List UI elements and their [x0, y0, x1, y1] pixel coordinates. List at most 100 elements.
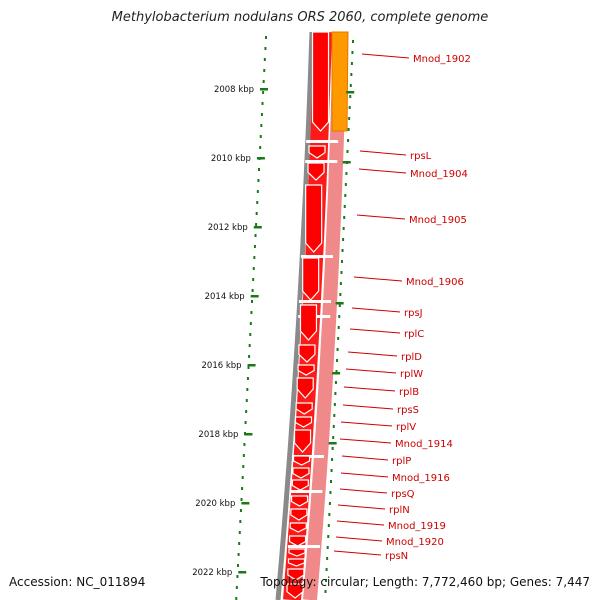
scale-dot [339, 293, 342, 296]
scale-dot [263, 58, 266, 61]
gene-arrow [296, 377, 314, 399]
scale-dot [235, 586, 238, 589]
scale-label: 2022 kbp [192, 568, 232, 578]
scale-dot [348, 117, 351, 120]
scale-dot [343, 205, 346, 208]
gene-leader-line [359, 150, 407, 156]
gene-arrow [305, 184, 323, 253]
gene-leader-line [351, 307, 401, 313]
map-title: Methylobacterium nodulans ORS 2060, comp… [111, 10, 489, 25]
gene-arrow [286, 583, 304, 599]
gene-boundary [300, 255, 333, 258]
gene-label: rplC [404, 329, 424, 340]
scale-dot [350, 62, 353, 65]
gene-boundary [306, 140, 339, 143]
scale-dot [261, 102, 264, 105]
gene-boundary [287, 545, 320, 548]
gene-leader-line [356, 214, 406, 220]
scale-dot [335, 370, 338, 373]
backbone-track [275, 31, 315, 600]
scale-label: 2020 kbp [195, 499, 235, 509]
scale-dot [337, 326, 340, 329]
gene-leader-line [336, 520, 385, 526]
scale-label: 2010 kbp [211, 154, 251, 164]
gene-leader-line [347, 351, 398, 357]
scale-dot [344, 183, 347, 186]
scale-dot [349, 95, 352, 98]
scale-dot [239, 509, 242, 512]
scale-dot [350, 73, 353, 76]
scale-dot [332, 436, 335, 439]
gene-leader-line [358, 168, 407, 174]
scale-label: 2014 kbp [205, 292, 245, 302]
gene-label: Mnod_1902 [413, 54, 471, 65]
scale-dot [252, 267, 255, 270]
scale-dot [264, 47, 267, 50]
gene-label: Mnod_1905 [409, 215, 467, 226]
scale-dot [342, 227, 345, 230]
gene-arrow [292, 455, 311, 466]
scale-dot [328, 502, 331, 505]
scale-dot [324, 590, 327, 593]
scale-dot [330, 480, 332, 483]
scale-dot [243, 443, 246, 446]
scale-dot [336, 348, 339, 351]
scale-dot [326, 557, 329, 560]
scale-label: 2018 kbp [198, 430, 238, 440]
gene-label: rplN [389, 505, 410, 516]
scale-dot [260, 113, 263, 116]
gene-leader-line [339, 438, 392, 444]
orange-gene-Mnod_1902 [331, 31, 349, 132]
scale-tick [328, 442, 337, 445]
scale-dot [341, 260, 343, 263]
topology-text: Topology: circular; Length: 7,772,460 bp… [260, 575, 590, 589]
gene-leader-line [361, 53, 410, 59]
gene-leader-line [345, 368, 397, 374]
scale-dot [263, 69, 266, 72]
gene-boundary [290, 490, 323, 493]
scale-tick [250, 295, 259, 298]
scale-dot [262, 80, 265, 83]
gene-label: Mnod_1914 [395, 439, 453, 450]
scale-dot [240, 498, 243, 501]
gene-leader-line [337, 504, 386, 510]
gene-arrow [308, 145, 326, 159]
scale-dot [328, 513, 331, 516]
gene-boundary [298, 300, 331, 303]
gene-label: rplD [401, 352, 422, 363]
scale-dot [237, 553, 240, 556]
scale-dot [247, 366, 250, 369]
gene-arrow [287, 568, 305, 581]
gene-arrow [292, 467, 310, 479]
gene-arrow [302, 257, 320, 301]
scale-dot [346, 150, 349, 153]
scale-dot [347, 128, 350, 131]
scale-dot [249, 333, 252, 336]
scale-dot [259, 146, 262, 149]
gene-arrow [298, 344, 316, 363]
scale-dot [325, 568, 328, 571]
scale-dot [245, 410, 248, 413]
scale-tick [244, 433, 253, 436]
scale-tick [247, 364, 256, 367]
scale-dot [331, 447, 334, 450]
scale-dot [327, 524, 330, 527]
scale-dot [265, 36, 267, 39]
gene-arrow [289, 522, 307, 533]
scale-tick [342, 161, 351, 164]
gene-arrow [290, 508, 308, 521]
gene-arrow [288, 535, 307, 547]
gene-arrow [295, 402, 313, 415]
gene-leader-line [343, 386, 396, 392]
scale-dot [238, 542, 241, 545]
scale-dot [344, 194, 347, 197]
scale-dot [327, 535, 330, 538]
scale-dot [332, 425, 335, 428]
scale-dot [340, 271, 343, 274]
scale-dot [349, 84, 352, 87]
scale-tick [332, 372, 341, 375]
gene-leader-line [342, 404, 394, 410]
scale-dot [241, 487, 244, 490]
scale-dot [250, 311, 253, 314]
gene-label: rplP [392, 456, 411, 467]
